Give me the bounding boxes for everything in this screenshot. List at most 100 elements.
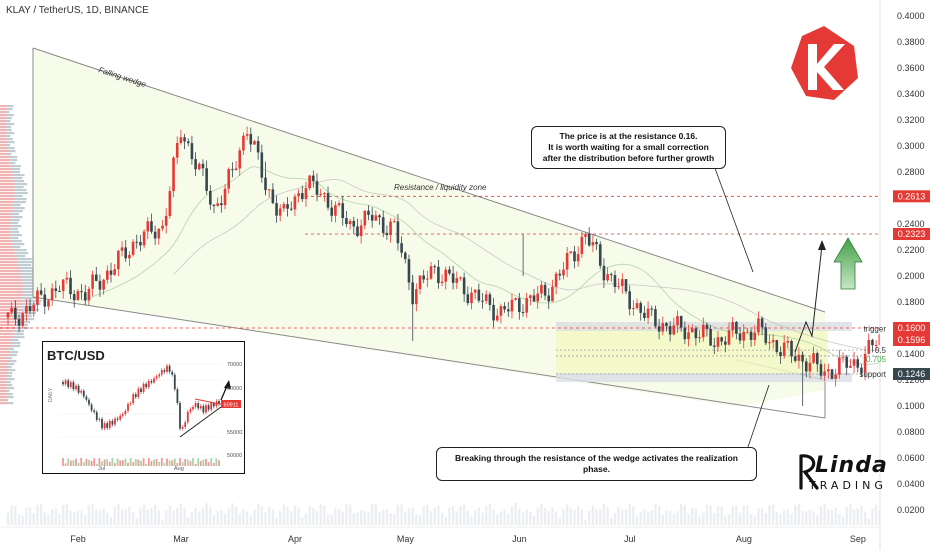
volume-bar bbox=[131, 512, 135, 525]
candle-body bbox=[157, 228, 161, 239]
volume-bar bbox=[466, 510, 470, 525]
candle-body bbox=[106, 270, 109, 280]
candle-body bbox=[657, 326, 661, 332]
candle-body bbox=[621, 279, 624, 287]
candle-body bbox=[720, 337, 723, 342]
candle-body bbox=[830, 369, 834, 379]
volume-bar bbox=[639, 512, 642, 525]
btc-candle-body bbox=[119, 415, 122, 420]
candle-body bbox=[61, 279, 65, 292]
btc-candle-body bbox=[153, 378, 155, 383]
btc-candle-body bbox=[218, 401, 220, 405]
candle-body bbox=[676, 316, 679, 326]
btc-candle-body bbox=[101, 418, 103, 429]
volume-bar bbox=[161, 519, 164, 525]
btc-price-tag-text: 60911 bbox=[224, 403, 239, 409]
volume-bar bbox=[326, 515, 330, 525]
volume-bar bbox=[21, 516, 24, 525]
volume-bar bbox=[775, 511, 779, 525]
candle-body bbox=[433, 266, 437, 268]
candle-body bbox=[209, 190, 212, 205]
volume-bar bbox=[128, 506, 131, 525]
candle-body bbox=[286, 204, 289, 209]
candle-body bbox=[113, 269, 116, 275]
volume-bar bbox=[576, 505, 580, 525]
candle-body bbox=[705, 324, 709, 329]
volume-bar bbox=[393, 513, 396, 525]
support-zone bbox=[556, 373, 852, 382]
volume-bar bbox=[794, 504, 797, 525]
candle-body bbox=[650, 308, 654, 310]
candle-body bbox=[120, 247, 124, 251]
volume-bar bbox=[404, 511, 407, 525]
volume-bar bbox=[267, 506, 271, 525]
candle-body bbox=[503, 306, 506, 310]
candle-body bbox=[576, 254, 580, 262]
btc-candle-body bbox=[95, 412, 98, 420]
candle-body bbox=[234, 168, 238, 171]
btc-volume-bar bbox=[192, 458, 194, 466]
volume-bar bbox=[628, 503, 631, 525]
candle-body bbox=[514, 298, 517, 300]
btc-volume-bar bbox=[137, 459, 140, 466]
time-axis[interactable]: Feb Mar Apr May Jun Jul Aug Sep bbox=[0, 526, 880, 544]
volume-bar bbox=[646, 511, 650, 525]
volume-bar bbox=[437, 505, 440, 525]
btc-volume-bar bbox=[158, 461, 161, 466]
btc-y-tick: 60000 bbox=[227, 386, 242, 392]
volume-bar bbox=[716, 506, 720, 525]
btc-volume-bar bbox=[179, 458, 181, 466]
candle-body bbox=[312, 175, 315, 182]
candle-body bbox=[150, 221, 153, 232]
price-tag bbox=[893, 228, 930, 241]
candle-body bbox=[812, 353, 815, 363]
volume-bar bbox=[334, 508, 337, 525]
candle-body bbox=[838, 357, 841, 375]
candle-body bbox=[10, 307, 13, 313]
btc-candle-body bbox=[106, 423, 109, 428]
volume-bar bbox=[768, 504, 771, 525]
note-bottom-pointer bbox=[747, 384, 770, 448]
volume-bar bbox=[654, 503, 657, 525]
volume-bar bbox=[348, 504, 352, 525]
btc-volume-bar bbox=[145, 463, 148, 466]
candle-body bbox=[613, 275, 617, 287]
volume-bar bbox=[540, 503, 543, 525]
candle-body bbox=[746, 331, 749, 333]
candle-body bbox=[867, 339, 871, 354]
volume-bar bbox=[731, 506, 734, 525]
candle-body bbox=[558, 273, 562, 276]
candle-body bbox=[378, 215, 381, 218]
volume-bar bbox=[304, 513, 308, 525]
volume-bar bbox=[683, 505, 687, 525]
volume-bar bbox=[120, 509, 124, 525]
btc-volume-bar bbox=[119, 460, 122, 466]
volume-bar bbox=[735, 506, 738, 525]
projection-arrowhead bbox=[818, 240, 826, 250]
btc-volume-bar bbox=[93, 458, 96, 466]
x-tick-label: Aug bbox=[736, 534, 752, 544]
candle-body bbox=[392, 221, 396, 223]
volume-bar bbox=[661, 514, 664, 525]
candle-body bbox=[326, 193, 330, 208]
candle-body bbox=[499, 306, 503, 316]
btc-candle-body bbox=[166, 365, 168, 372]
volume-bar bbox=[599, 509, 602, 525]
volume-bar bbox=[816, 515, 819, 525]
note-top-pointer bbox=[711, 159, 754, 273]
btc-volume-bar bbox=[205, 458, 207, 466]
candle-body bbox=[757, 318, 760, 333]
candle-body bbox=[297, 193, 300, 197]
btc-volume-bar bbox=[140, 461, 142, 466]
candle-body bbox=[760, 318, 764, 328]
candle-body bbox=[76, 291, 80, 301]
brand-mark-icon bbox=[799, 454, 819, 490]
volume-bar bbox=[547, 510, 550, 525]
volume-bar bbox=[209, 507, 212, 525]
candle-body bbox=[849, 365, 852, 368]
volume-bar bbox=[124, 509, 127, 525]
volume-bar bbox=[330, 514, 333, 525]
candle-body bbox=[201, 163, 205, 169]
volume-bar bbox=[179, 503, 183, 525]
projection-path bbox=[794, 244, 823, 353]
